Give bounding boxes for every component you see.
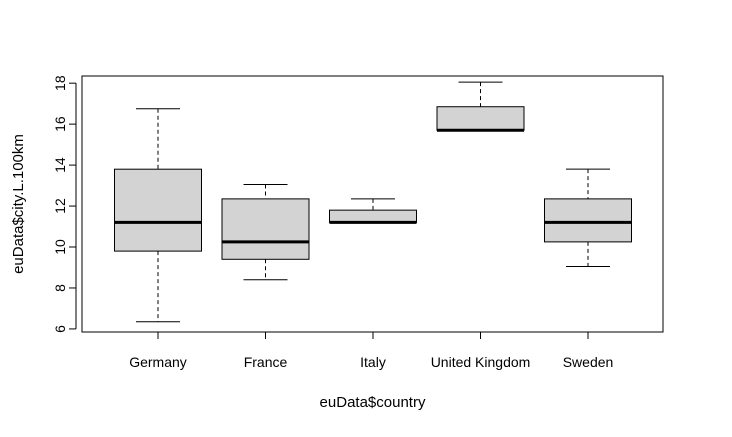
box-germany	[114, 108, 202, 323]
y-tick-label: 16	[52, 116, 68, 132]
y-axis-title: euData$city.L.100km	[10, 134, 27, 274]
y-tick-label: 8	[52, 284, 68, 292]
iqr-box	[221, 198, 310, 260]
iqr-box	[114, 168, 202, 252]
iqr-box	[544, 198, 632, 243]
y-tick-label: 12	[52, 198, 68, 214]
y-tick-label: 6	[52, 325, 68, 333]
x-tick-label: Germany	[129, 354, 187, 370]
x-tick-label: France	[244, 354, 288, 370]
x-tick-label: Italy	[360, 354, 386, 370]
x-tick-label: United Kingdom	[431, 354, 531, 370]
box-united-kingdom	[436, 81, 525, 132]
box-sweden	[544, 168, 632, 267]
y-axis: 6 8 10 12 14 16 18	[52, 75, 77, 333]
x-axis-title: euData$country	[320, 394, 426, 411]
box-italy	[329, 198, 417, 224]
x-tick-label: Sweden	[563, 354, 614, 370]
iqr-box	[436, 106, 525, 131]
y-tick-label: 18	[52, 75, 68, 91]
box-france	[221, 184, 310, 281]
iqr-box	[329, 209, 417, 223]
y-tick-label: 14	[52, 157, 68, 173]
x-axis: Germany France Italy United Kingdom Sweden	[129, 331, 614, 370]
y-tick-label: 10	[52, 239, 68, 255]
